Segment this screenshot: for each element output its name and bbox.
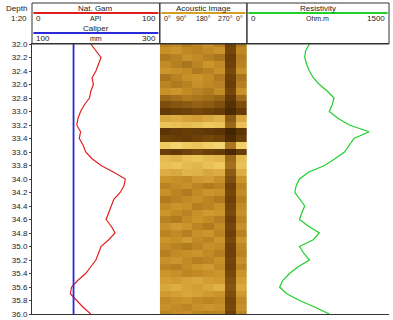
svg-text:100: 100	[142, 14, 156, 23]
svg-text:0: 0	[36, 14, 41, 23]
svg-text:35.2: 35.2	[12, 256, 28, 265]
svg-text:35.0: 35.0	[12, 242, 28, 251]
svg-text:Nat. Gam: Nat. Gam	[78, 4, 113, 13]
svg-text:mm: mm	[90, 35, 102, 42]
svg-text:0°: 0°	[236, 15, 243, 22]
svg-text:33.8: 33.8	[12, 161, 28, 170]
svg-text:34.6: 34.6	[12, 215, 28, 224]
svg-text:Depth: Depth	[6, 4, 27, 13]
svg-text:100: 100	[36, 34, 50, 43]
svg-text:36.0: 36.0	[12, 310, 28, 319]
svg-text:Resistivity: Resistivity	[300, 4, 336, 13]
svg-text:270°: 270°	[218, 15, 233, 22]
svg-text:35.8: 35.8	[12, 296, 28, 305]
svg-text:35.6: 35.6	[12, 283, 28, 292]
svg-text:33.0: 33.0	[12, 107, 28, 116]
svg-text:33.6: 33.6	[12, 148, 28, 157]
svg-text:32.6: 32.6	[12, 80, 28, 89]
svg-text:35.4: 35.4	[12, 269, 28, 278]
svg-text:32.0: 32.0	[12, 40, 28, 49]
svg-text:33.2: 33.2	[12, 121, 28, 130]
svg-text:0: 0	[251, 14, 256, 23]
svg-text:34.2: 34.2	[12, 188, 28, 197]
svg-text:300: 300	[142, 34, 156, 43]
svg-text:90°: 90°	[176, 15, 187, 22]
svg-text:Acoustic Image: Acoustic Image	[176, 4, 231, 13]
svg-text:34.0: 34.0	[12, 175, 28, 184]
svg-text:33.4: 33.4	[12, 134, 28, 143]
svg-text:34.4: 34.4	[12, 202, 28, 211]
svg-text:Caliper: Caliper	[83, 24, 109, 33]
svg-text:34.8: 34.8	[12, 229, 28, 238]
svg-text:API: API	[90, 15, 101, 22]
svg-text:32.8: 32.8	[12, 94, 28, 103]
svg-text:32.2: 32.2	[12, 53, 28, 62]
svg-text:Ohm.m: Ohm.m	[306, 15, 329, 22]
svg-text:180°: 180°	[196, 15, 211, 22]
svg-text:0°: 0°	[164, 15, 171, 22]
svg-text:1:20: 1:20	[11, 14, 27, 23]
svg-text:32.4: 32.4	[12, 67, 28, 76]
svg-text:1500: 1500	[367, 14, 385, 23]
